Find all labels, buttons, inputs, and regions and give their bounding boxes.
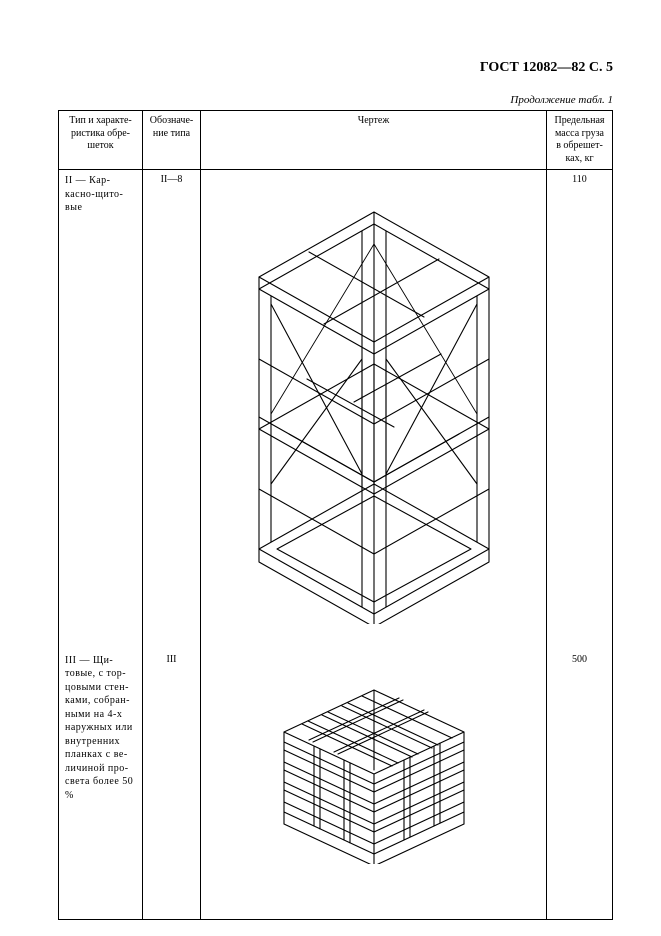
table-row: III — Щи-товые, с тор-цовыми стен-ками, … <box>59 650 613 920</box>
th-drawing: Чертеж <box>201 111 547 170</box>
cell-type: II — Кар-касно-щито-вые <box>59 170 143 650</box>
table-header-row: Тип и характе-ристика обре-шеток Обознач… <box>59 111 613 170</box>
cell-type: III — Щи-товые, с тор-цовыми стен-ками, … <box>59 650 143 920</box>
page: ГОСТ 12082—82 С. 5 Продолжение табл. 1 Т… <box>0 0 661 936</box>
cell-designation: III <box>143 650 201 920</box>
cell-drawing <box>201 170 547 650</box>
slatted-crate-drawing <box>264 684 484 864</box>
main-table: Тип и характе-ристика обре-шеток Обознач… <box>58 110 613 920</box>
th-type: Тип и характе-ристика обре-шеток <box>59 111 143 170</box>
cell-mass: 500 <box>547 650 613 920</box>
table-caption: Продолжение табл. 1 <box>58 94 613 106</box>
cell-mass: 110 <box>547 170 613 650</box>
document-header: ГОСТ 12082—82 С. 5 <box>58 60 613 76</box>
th-mass: Предельная масса груза в обрешет-ках, кг <box>547 111 613 170</box>
th-designation: Обозначе-ние типа <box>143 111 201 170</box>
crate-frame-drawing <box>229 184 519 624</box>
table-row: II — Кар-касно-щито-вые II—8 <box>59 170 613 650</box>
cell-designation: II—8 <box>143 170 201 650</box>
cell-drawing <box>201 650 547 920</box>
